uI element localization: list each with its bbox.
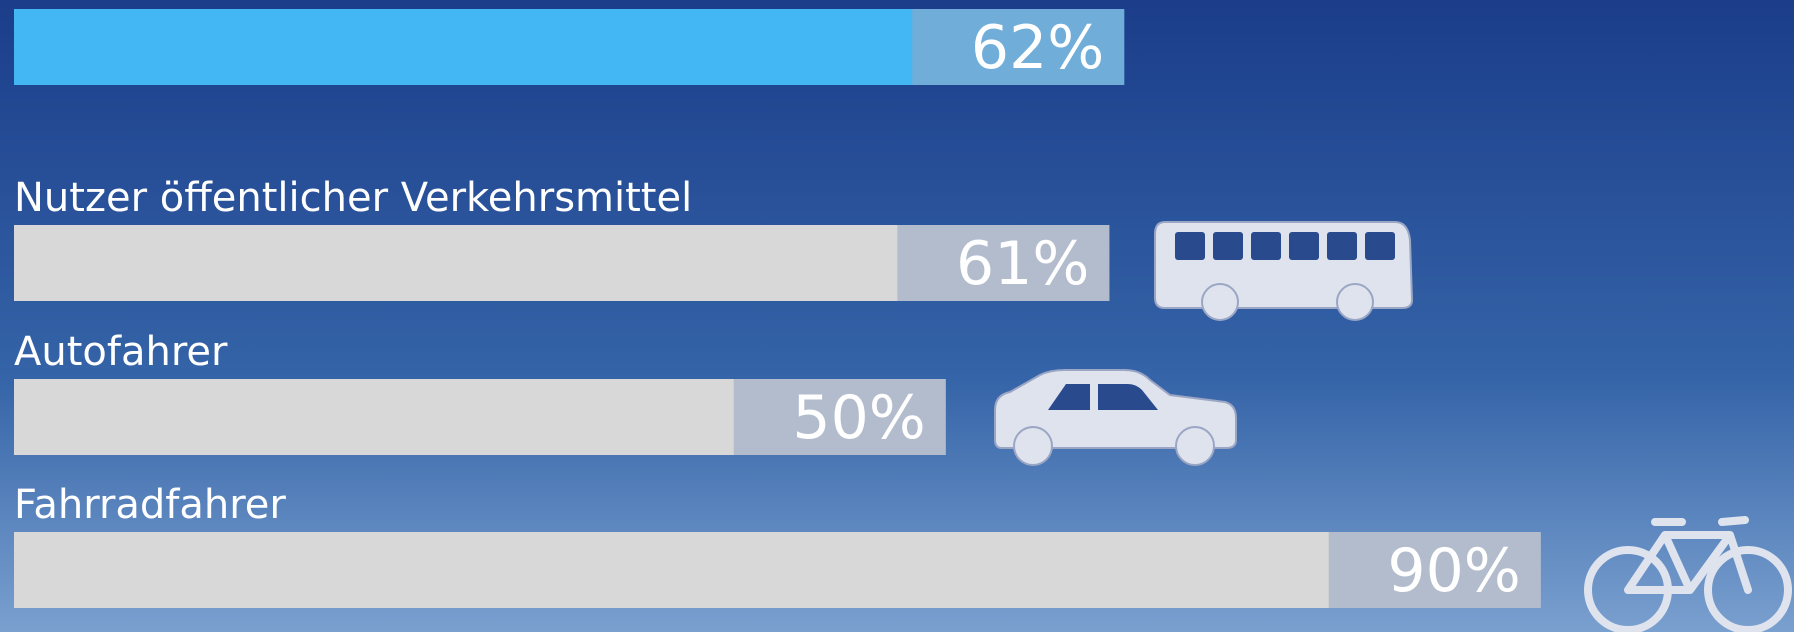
value-label: 50% bbox=[792, 383, 925, 453]
value-box bbox=[1328, 532, 1541, 608]
value-box bbox=[733, 379, 946, 455]
category-label: Autofahrer bbox=[14, 329, 228, 375]
value-box bbox=[912, 9, 1125, 85]
value-label: 90% bbox=[1387, 536, 1520, 606]
value-box bbox=[897, 225, 1110, 301]
value-label: 61% bbox=[956, 229, 1089, 299]
bars: 62% Nutzer öffentlicher Verkehrsmittel 61%… bbox=[14, 9, 1541, 608]
category-label: Nutzer öffentlicher Verkehrsmittel bbox=[14, 175, 692, 221]
bus-icon bbox=[1154, 221, 1414, 321]
bike-icon bbox=[1584, 516, 1792, 632]
category-label: Fahrradfahrer bbox=[14, 482, 286, 528]
value-label: 62% bbox=[971, 13, 1104, 83]
car-icon bbox=[994, 369, 1237, 466]
bar bbox=[14, 532, 1541, 608]
